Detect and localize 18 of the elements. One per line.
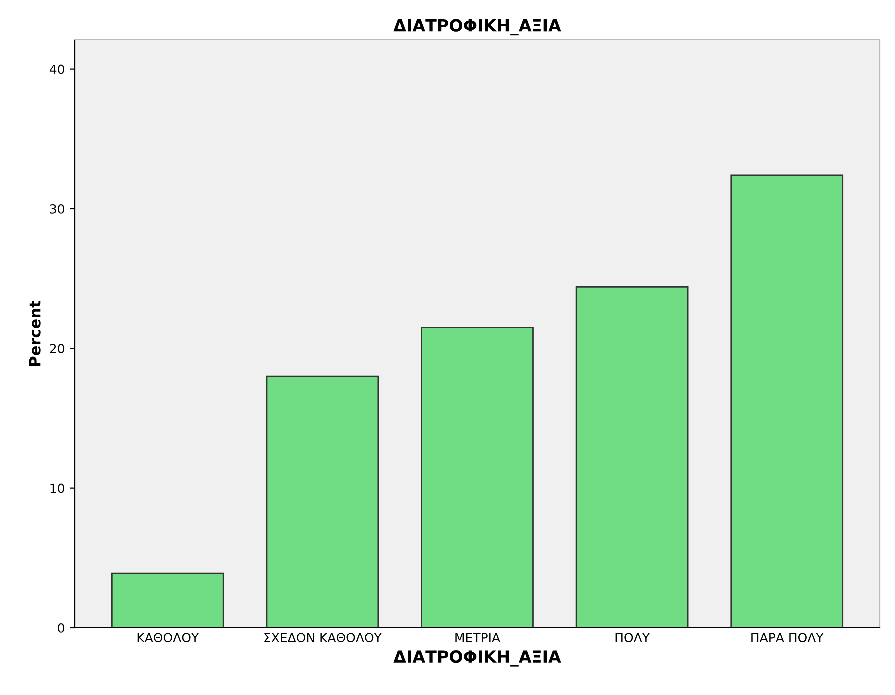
y-tick-label: 40 (50, 64, 64, 74)
x-tick-label: ΚΑΘΟΛΟΥ (138, 633, 200, 643)
y-axis-title: Percent (30, 301, 41, 366)
x-axis-title: ΔΙΑΤΡΟΦΙΚΗ_ΑΞΙΑ (394, 650, 562, 667)
bar (576, 286, 689, 628)
y-tick-label: 0 (58, 623, 64, 633)
bar (730, 174, 844, 628)
bar (421, 327, 534, 628)
y-tick-label: 30 (50, 204, 64, 214)
x-tick-label: ΠΑΡΑ ΠΟΛΥ (752, 633, 824, 643)
y-tick-label: 10 (50, 484, 64, 494)
bar (266, 376, 380, 628)
chart-title: ΔΙΑΤΡΟΦΙΚΗ_ΑΞΙΑ (394, 19, 562, 36)
x-tick-label: ΣΧΕΔΟΝ ΚΑΘΟΛΟΥ (264, 633, 382, 643)
x-tick-label: ΠΟΛΥ (616, 633, 650, 643)
y-tick-label: 20 (50, 344, 64, 354)
bar (111, 572, 224, 628)
x-tick-label: ΜΕΤΡΙΑ (456, 633, 500, 642)
